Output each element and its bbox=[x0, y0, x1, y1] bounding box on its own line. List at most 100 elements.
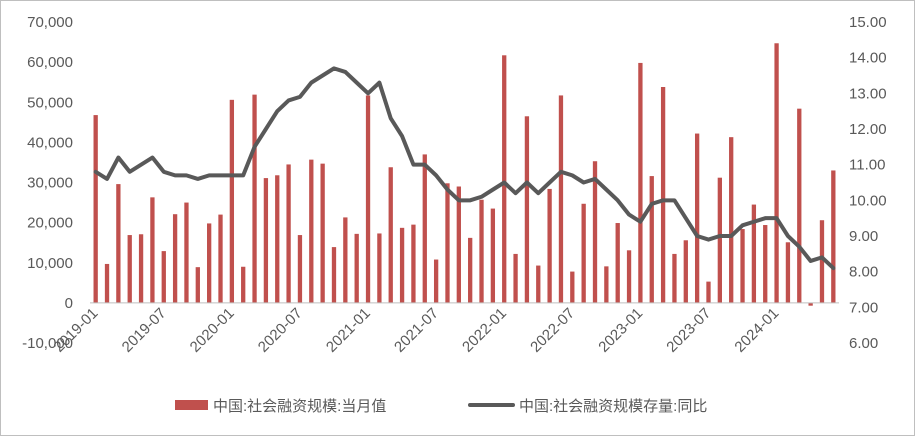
bar-2021-01 bbox=[365, 95, 371, 303]
x-axis-tick-label: 2022-07 bbox=[527, 305, 578, 356]
bar-2021-03 bbox=[388, 167, 393, 303]
bar-2020-10 bbox=[331, 247, 337, 303]
x-axis-tick-label: 2023-01 bbox=[595, 305, 646, 356]
bar-2024-06 bbox=[831, 170, 836, 303]
left-axis-tick-label: 40,000 bbox=[27, 134, 73, 151]
bar-2023-12 bbox=[763, 225, 768, 303]
legend-label-bar: 中国:社会融资规模:当月值 bbox=[213, 398, 386, 415]
bar-2019-08 bbox=[172, 214, 178, 303]
bar-2022-01 bbox=[502, 55, 507, 303]
bar-2023-05 bbox=[683, 240, 688, 303]
right-axis-tick-label: 8.00 bbox=[849, 264, 878, 281]
bar-2021-07 bbox=[433, 259, 439, 303]
bar-2023-07 bbox=[706, 281, 711, 303]
bar-2022-07 bbox=[570, 271, 575, 303]
bar-2022-02 bbox=[513, 253, 518, 303]
bar-2023-01 bbox=[638, 62, 643, 303]
x-axis-tick-label: 2023-07 bbox=[663, 305, 714, 356]
bar-2021-12 bbox=[490, 208, 496, 303]
left-axis-tick-label: 70,000 bbox=[27, 14, 73, 31]
bar-2022-08 bbox=[581, 203, 586, 303]
x-axis-tick-label: 2019-07 bbox=[119, 305, 170, 356]
bar-2020-07 bbox=[297, 235, 303, 303]
legend-label-line: 中国:社会融资规模存量:同比 bbox=[519, 398, 707, 415]
bar-2022-04 bbox=[536, 265, 541, 303]
bar-2019-03 bbox=[116, 184, 121, 303]
left-axis-tick-label: 60,000 bbox=[27, 54, 73, 71]
bar-2019-02 bbox=[104, 263, 110, 303]
bar-2021-06 bbox=[422, 154, 427, 303]
legend-item-line: 中国:社会融资规模存量:同比 bbox=[468, 398, 707, 415]
bar-2020-08 bbox=[309, 159, 314, 303]
left-axis-tick-label: 10,000 bbox=[27, 255, 73, 272]
left-axis-tick-label: 30,000 bbox=[27, 175, 73, 192]
x-axis-tick-label: 2020-01 bbox=[187, 305, 238, 356]
right-axis-tick-label: 11.00 bbox=[849, 157, 885, 174]
bar-2021-05 bbox=[411, 224, 416, 303]
legend-item-bar: 中国:社会融资规模:当月值 bbox=[175, 398, 386, 415]
bar-2019-09 bbox=[184, 202, 189, 303]
bar-2023-08 bbox=[717, 177, 722, 303]
bar-2022-03 bbox=[524, 116, 530, 303]
legend: 中国:社会融资规模:当月值 中国:社会融资规模存量:同比 bbox=[175, 398, 707, 415]
bar-2021-02 bbox=[377, 233, 382, 303]
bar-2020-03 bbox=[252, 94, 257, 303]
bar-2021-11 bbox=[479, 199, 484, 303]
bar-2022-12 bbox=[626, 250, 632, 303]
bar-2021-04 bbox=[399, 227, 405, 303]
bar-2022-05 bbox=[547, 188, 552, 303]
right-axis-tick-label: 15.00 bbox=[849, 14, 887, 31]
bar-2020-02 bbox=[241, 266, 246, 303]
bar-2023-10 bbox=[740, 229, 745, 303]
bar-2021-08 bbox=[445, 183, 450, 303]
bar-2019-12 bbox=[218, 214, 223, 303]
bar-2020-12 bbox=[354, 233, 359, 303]
bar-2020-01 bbox=[229, 99, 235, 303]
bar-2024-03 bbox=[797, 108, 802, 303]
bar-2023-04 bbox=[672, 253, 677, 303]
right-axis-tick-label: 9.00 bbox=[849, 228, 878, 245]
bar-2020-09 bbox=[320, 163, 325, 303]
bar-2024-05 bbox=[819, 220, 825, 303]
x-axis-tick-label: 2019-01 bbox=[51, 305, 102, 356]
bar-2022-06 bbox=[558, 95, 564, 303]
bar-2021-09 bbox=[456, 186, 461, 303]
bar-2023-06 bbox=[694, 133, 700, 303]
right-axis-tick-label: 7.00 bbox=[849, 299, 878, 316]
bar-2023-11 bbox=[751, 204, 757, 303]
bar-2020-04 bbox=[263, 178, 269, 303]
bar-2019-07 bbox=[161, 251, 166, 303]
x-axis-tick-label: 2024-01 bbox=[731, 305, 782, 356]
bar-2019-05 bbox=[138, 234, 144, 303]
right-axis-tick-label: 12.00 bbox=[849, 121, 887, 138]
bar-2020-11 bbox=[343, 217, 348, 303]
bar-2020-05 bbox=[275, 175, 280, 303]
bar-2022-09 bbox=[592, 161, 598, 303]
right-axis-tick-label: 13.00 bbox=[849, 85, 887, 102]
x-axis-tick-label: 2020-07 bbox=[255, 305, 306, 356]
bar-2019-06 bbox=[150, 197, 155, 303]
bar-2023-02 bbox=[649, 176, 654, 303]
bar-2024-04 bbox=[808, 302, 813, 306]
x-axis-tick-label: 2021-07 bbox=[391, 305, 442, 356]
bar-2019-10 bbox=[195, 267, 200, 303]
bar-2019-01 bbox=[93, 115, 98, 303]
right-axis-tick-label: 14.00 bbox=[849, 50, 887, 67]
left-axis-tick-label: 0 bbox=[65, 295, 73, 312]
yoy-growth-line bbox=[93, 66, 836, 271]
left-axis-tick-label: -10,000 bbox=[22, 335, 73, 352]
bar-2019-11 bbox=[207, 223, 212, 303]
bar-2024-01 bbox=[774, 43, 779, 303]
bar-2021-10 bbox=[468, 237, 473, 303]
right-axis-tick-label: 10.00 bbox=[849, 192, 887, 209]
bar-2023-03 bbox=[660, 87, 666, 303]
bar-2020-06 bbox=[286, 164, 291, 303]
bar-2023-09 bbox=[729, 137, 734, 303]
bar-2019-04 bbox=[127, 235, 132, 303]
left-axis-tick-label: 20,000 bbox=[27, 215, 73, 232]
right-axis-tick-label: 6.00 bbox=[849, 335, 878, 352]
legend-swatch-bar bbox=[175, 400, 208, 410]
bar-2024-02 bbox=[785, 242, 791, 303]
